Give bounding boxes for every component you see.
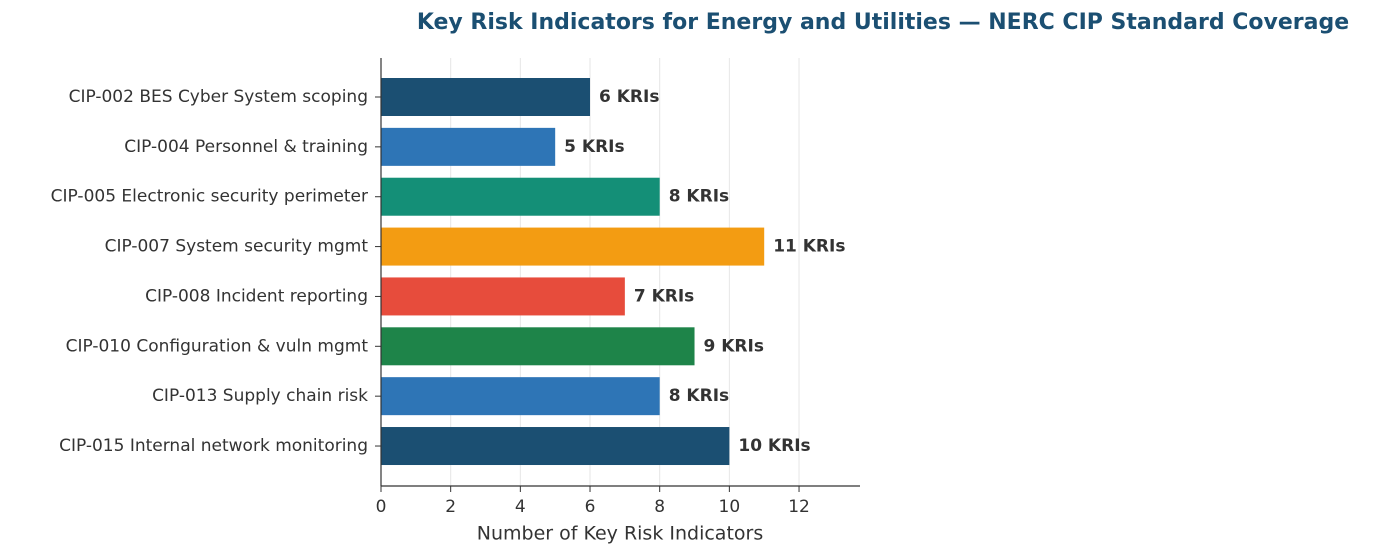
x-tick-label: 10	[719, 497, 741, 517]
bar	[381, 277, 625, 316]
y-tick-label: CIP-015 Internal network monitoring	[59, 436, 368, 456]
y-tick-label: CIP-010 Configuration & vuln mgmt	[66, 336, 369, 356]
bar	[381, 78, 591, 116]
x-tick-label: 8	[654, 497, 665, 517]
x-tick-label: 6	[585, 497, 596, 517]
x-tick-label: 12	[788, 497, 810, 517]
value-label: 7 KRIs	[634, 286, 694, 306]
y-tick-label: CIP-008 Incident reporting	[145, 286, 368, 306]
value-label: 11 KRIs	[773, 237, 845, 257]
value-label: 5 KRIs	[564, 137, 624, 157]
bar	[381, 377, 660, 416]
chart-title: Key Risk Indicators for Energy and Utili…	[417, 10, 1349, 35]
bar	[381, 427, 730, 466]
value-label: 8 KRIs	[669, 386, 729, 406]
x-tick-label: 2	[445, 497, 456, 517]
bar	[381, 127, 556, 166]
value-label: 10 KRIs	[738, 436, 810, 456]
x-tick-label: 0	[376, 497, 387, 517]
y-tick-label: CIP-005 Electronic security perimeter	[51, 187, 368, 207]
y-tick-label: CIP-002 BES Cyber System scoping	[69, 87, 368, 107]
value-label: 6 KRIs	[599, 87, 659, 107]
x-axis-label: Number of Key Risk Indicators	[477, 523, 763, 545]
value-label: 9 KRIs	[704, 336, 764, 356]
y-tick-label: CIP-013 Supply chain risk	[152, 386, 368, 406]
x-tick-label: 4	[515, 497, 526, 517]
value-label: 8 KRIs	[669, 187, 729, 207]
y-tick-label: CIP-007 System security mgmt	[105, 237, 369, 257]
y-tick-label: CIP-004 Personnel & training	[124, 137, 368, 157]
bar	[381, 177, 660, 216]
bar	[381, 227, 765, 266]
bar	[381, 327, 695, 366]
